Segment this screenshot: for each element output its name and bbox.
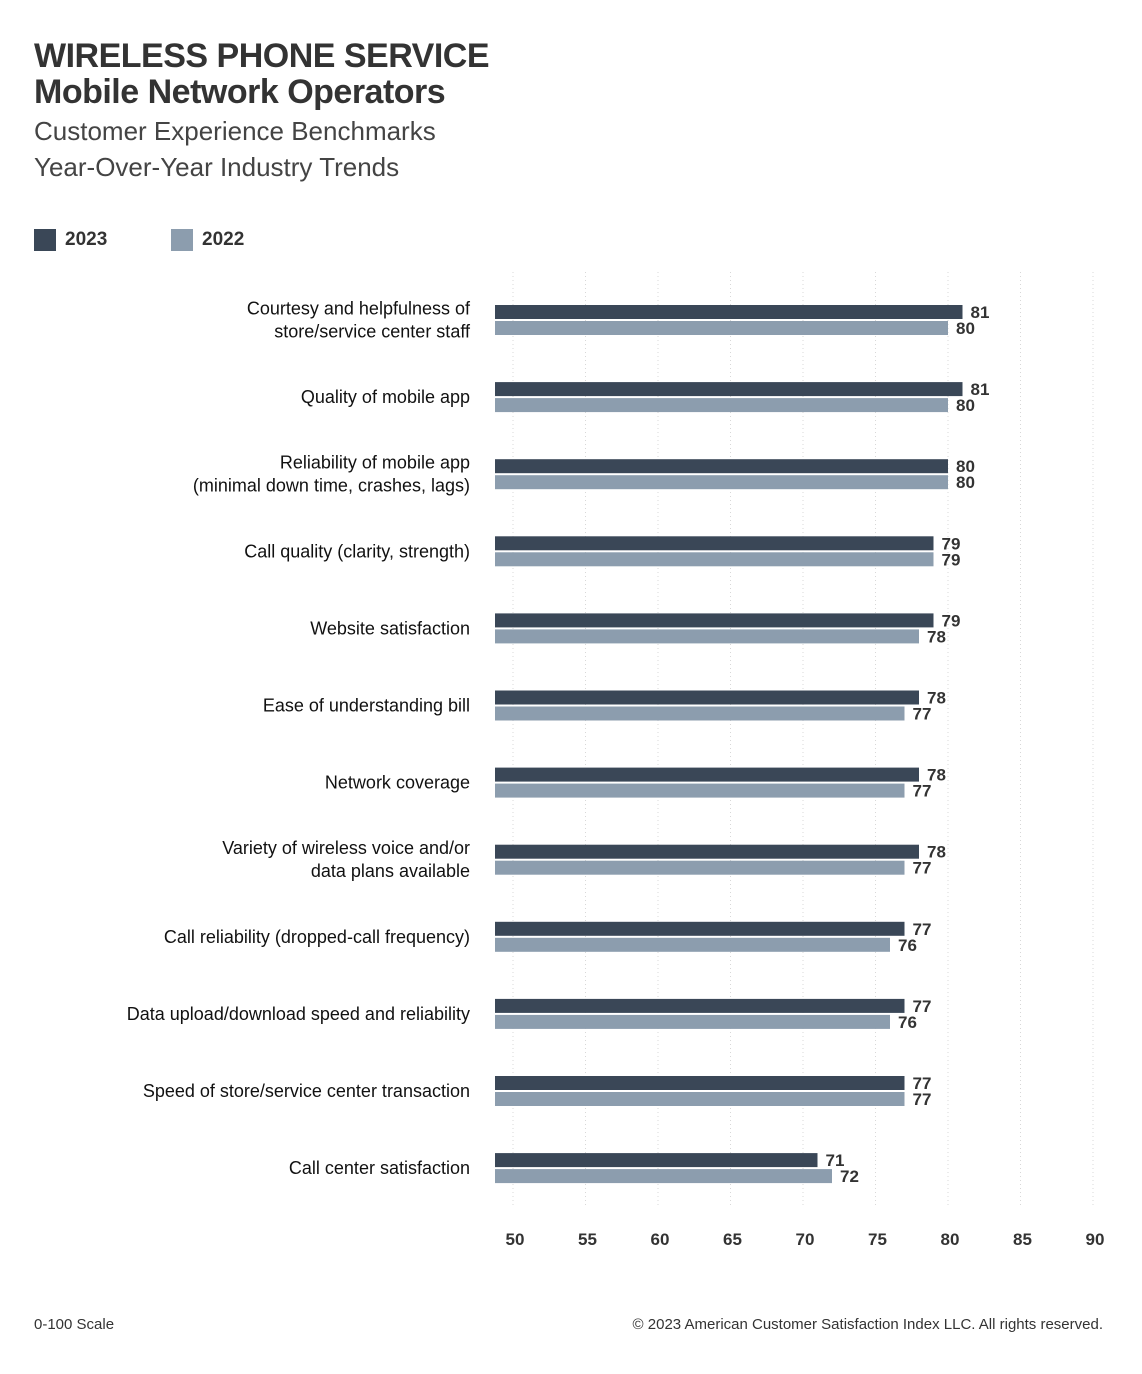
- data-label-2022: 77: [913, 782, 932, 801]
- data-label-2023: 81: [971, 303, 990, 322]
- title-line2: Mobile Network Operators: [34, 73, 446, 111]
- data-label-2022: 77: [913, 705, 932, 724]
- bar-2022: [495, 398, 948, 413]
- copyright: © 2023 American Customer Satisfaction In…: [632, 1316, 1103, 1333]
- bar-2022: [495, 321, 948, 335]
- bar-2022: [495, 937, 890, 952]
- category-label: Call center satisfaction: [289, 1158, 470, 1178]
- legend-swatch-2023: [34, 229, 56, 251]
- legend-label-2022: 2022: [202, 229, 245, 250]
- data-label-2022: 78: [927, 627, 946, 646]
- data-label-2023: 79: [942, 611, 961, 630]
- category-label: Data upload/download speed and reliabili…: [127, 1004, 470, 1024]
- category-label: Quality of mobile app: [301, 387, 470, 407]
- bar-2023: [495, 613, 934, 628]
- x-tick-label: 55: [578, 1230, 597, 1249]
- data-label-2023: 78: [927, 843, 946, 862]
- bar-2023: [495, 536, 934, 551]
- bar-2022: [495, 1092, 905, 1106]
- bar-2023: [495, 305, 963, 319]
- x-tick-label: 90: [1086, 1230, 1105, 1249]
- category-label: Speed of store/service center transactio…: [143, 1081, 470, 1101]
- data-label-2022: 80: [956, 319, 975, 338]
- subtitle-line1: Customer Experience Benchmarks: [34, 116, 436, 146]
- bar-2023: [495, 1153, 818, 1168]
- x-tick-label: 80: [941, 1230, 960, 1249]
- data-label-2022: 77: [913, 859, 932, 878]
- bar-2022: [495, 860, 905, 875]
- bar-2022: [495, 475, 948, 490]
- data-label-2023: 77: [913, 1074, 932, 1093]
- data-label-2023: 79: [942, 534, 961, 553]
- bar-2022: [495, 1169, 832, 1184]
- legend-item-2023: 2023: [34, 229, 107, 251]
- bar-2023: [495, 844, 919, 859]
- legend-item-2022: 2022: [171, 229, 244, 251]
- legend-swatch-2022: [171, 229, 193, 251]
- data-label-2022: 80: [956, 473, 975, 492]
- bar-2022: [495, 629, 919, 644]
- data-label-2022: 77: [913, 1090, 932, 1109]
- category-label: Ease of understanding bill: [263, 696, 470, 716]
- legend-label-2023: 2023: [65, 229, 108, 250]
- bar-2023: [495, 459, 948, 474]
- x-tick-label: 65: [723, 1230, 742, 1249]
- data-label-2023: 81: [971, 380, 990, 399]
- data-label-2022: 76: [898, 936, 917, 955]
- data-label-2023: 77: [913, 920, 932, 939]
- category-label: Variety of wireless voice and/or: [222, 838, 470, 858]
- title-line1: WIRELESS PHONE SERVICE: [34, 37, 490, 75]
- data-label-2023: 78: [927, 766, 946, 785]
- data-label-2023: 78: [927, 689, 946, 708]
- category-label: (minimal down time, crashes, lags): [193, 476, 470, 496]
- bar-2023: [495, 690, 919, 705]
- bar-2023: [495, 998, 905, 1013]
- category-label: Reliability of mobile app: [280, 453, 470, 473]
- category-label: Website satisfaction: [310, 618, 470, 638]
- bar-2022: [495, 783, 905, 798]
- category-label: data plans available: [311, 861, 470, 881]
- data-label-2022: 72: [840, 1167, 859, 1186]
- category-label: Courtesy and helpfulness of: [247, 299, 471, 319]
- bar-2023: [495, 921, 905, 936]
- x-tick-label: 50: [506, 1230, 525, 1249]
- data-label-2022: 80: [956, 396, 975, 415]
- data-label-2022: 76: [898, 1013, 917, 1032]
- data-label-2023: 77: [913, 997, 932, 1016]
- data-label-2023: 71: [826, 1151, 845, 1170]
- category-label: Call reliability (dropped-call frequency…: [164, 927, 470, 947]
- x-tick-label: 60: [651, 1230, 670, 1249]
- bar-2023: [495, 767, 919, 782]
- bar-2023: [495, 1076, 905, 1090]
- category-label: Call quality (clarity, strength): [244, 541, 470, 561]
- subtitle-line2: Year-Over-Year Industry Trends: [34, 152, 400, 182]
- x-tick-label: 85: [1013, 1230, 1032, 1249]
- category-label: store/service center staff: [274, 322, 471, 342]
- data-label-2023: 80: [956, 457, 975, 476]
- x-tick-label: 70: [796, 1230, 815, 1249]
- bar-2022: [495, 1014, 890, 1029]
- scale-note: 0-100 Scale: [34, 1316, 115, 1333]
- category-label: Network coverage: [325, 773, 470, 793]
- bar-2022: [495, 552, 934, 567]
- bar-2023: [495, 382, 963, 397]
- bar-2022: [495, 706, 905, 721]
- x-tick-label: 75: [868, 1230, 887, 1249]
- data-label-2022: 79: [942, 550, 961, 569]
